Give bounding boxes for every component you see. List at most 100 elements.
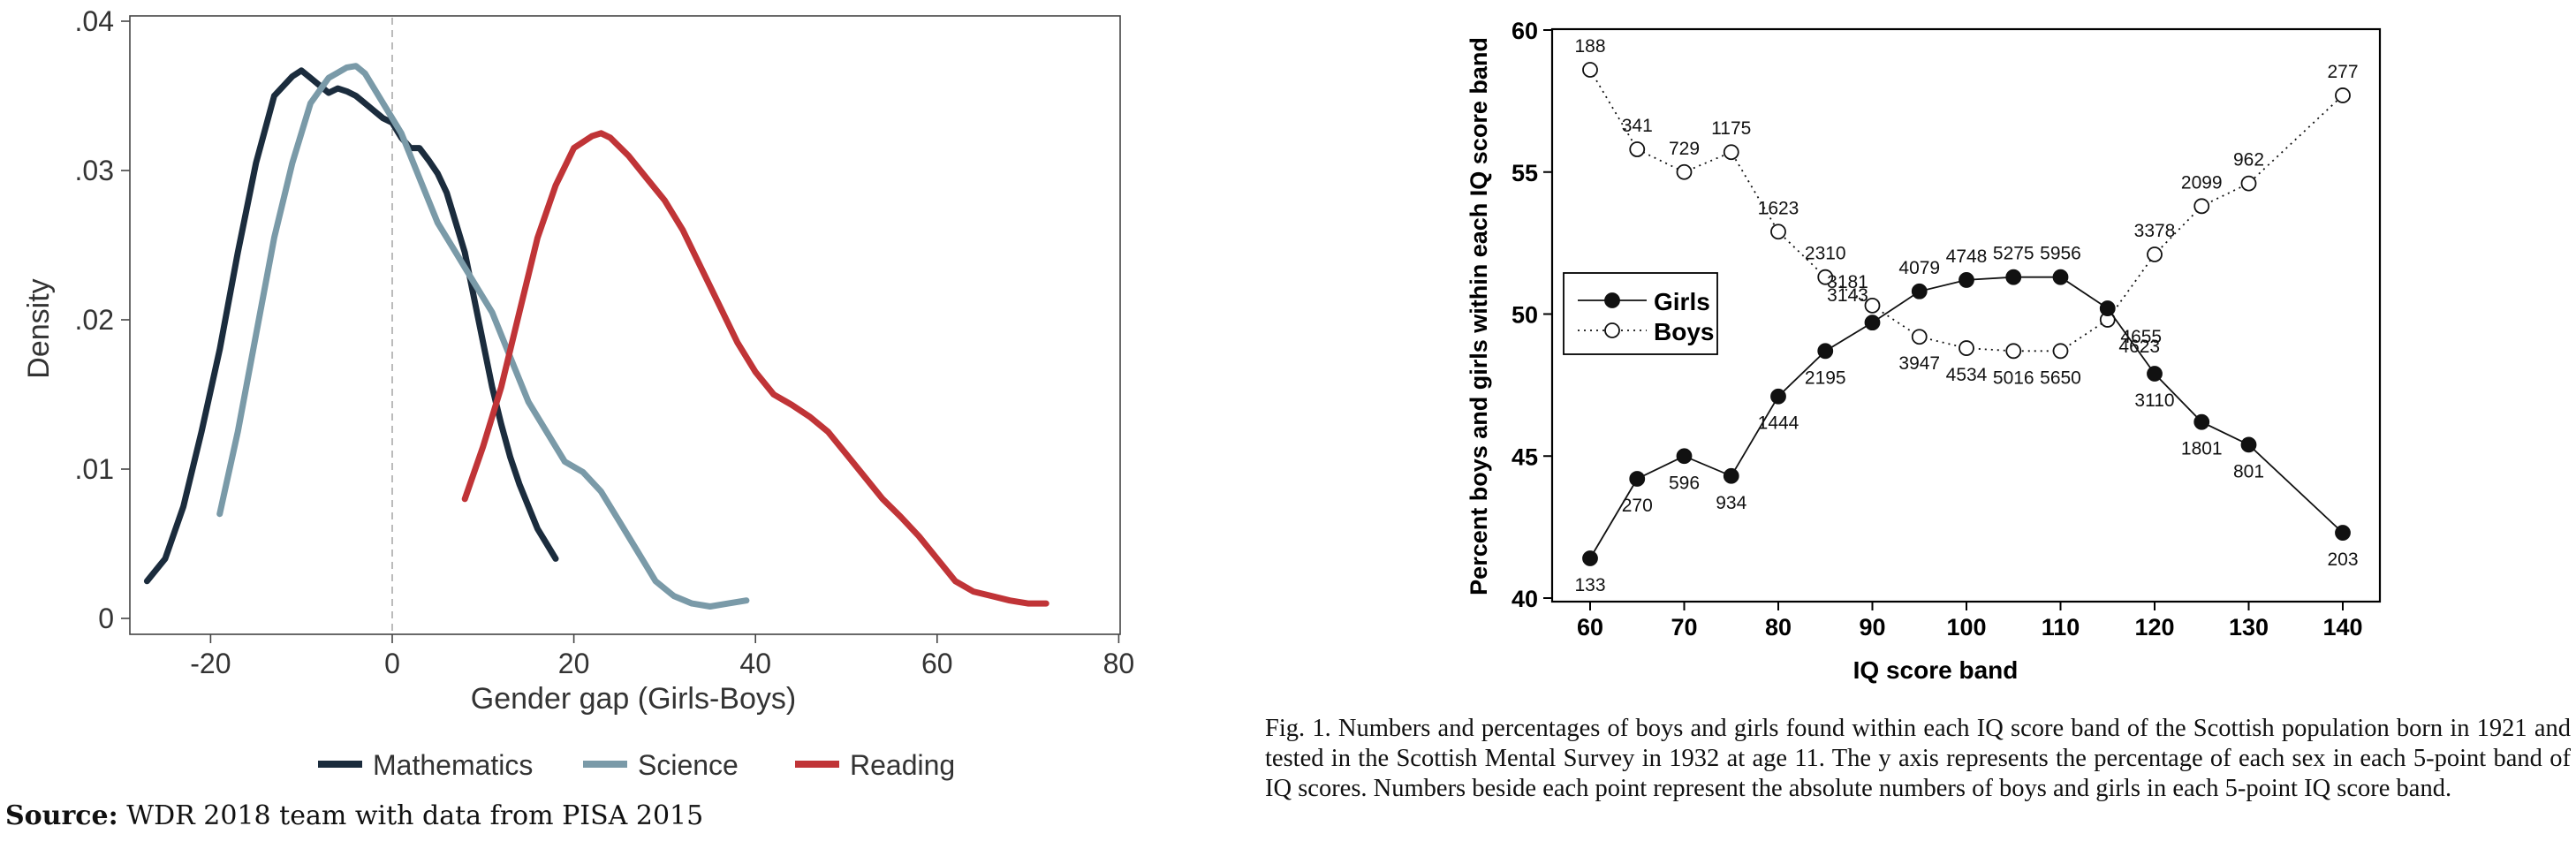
iq-point-boys [2005, 343, 2022, 360]
y-tick-label: 45 [1512, 443, 1538, 470]
iq-legend-box [1563, 272, 1718, 355]
iq-point-boys [1582, 62, 1598, 78]
iq-line-boys [1589, 69, 2344, 352]
iq-point-label: 1444 [1758, 413, 1799, 434]
iq-point-girls [2005, 269, 2022, 285]
iq-point-label: 3110 [2134, 390, 2174, 411]
legend-label: Science [638, 749, 739, 781]
legend-girls-marker [1604, 292, 1620, 308]
iq-point-girls [1582, 550, 1598, 566]
iq-point-girls [1959, 272, 1974, 288]
density-x-axis-label: Gender gap (Girls-Boys) [471, 682, 796, 716]
iq-point-label: 4534 [1946, 365, 1988, 385]
legend-boys-marker [1604, 322, 1620, 338]
iq-point-girls [2147, 366, 2163, 382]
iq-point-label: 4079 [1898, 258, 1940, 278]
iq-point-girls [1723, 467, 1739, 484]
iq-point-boys [1770, 224, 1786, 240]
iq-y-axis-label: Percent boys and girls within each IQ sc… [1466, 37, 1492, 595]
iq-point-girls [2193, 413, 2210, 430]
iq-point-label: 5275 [1993, 244, 2034, 264]
iq-point-label: 270 [1622, 496, 1653, 516]
source-prefix: Source: [5, 800, 118, 831]
iq-point-label: 729 [1669, 139, 1700, 159]
iq-point-label: 962 [2233, 150, 2264, 171]
iq-point-boys [1676, 163, 1693, 180]
iq-x-axis-label: IQ score band [1853, 656, 2019, 684]
x-tick-label: 80 [1103, 648, 1135, 679]
iq-point-girls [1676, 448, 1693, 465]
iq-point-label: 934 [1716, 493, 1746, 513]
iq-point-boys [1629, 141, 1646, 157]
x-tick-label: 100 [1946, 614, 1986, 640]
x-tick-label: 120 [2134, 614, 2174, 640]
iq-point-label: 2310 [1805, 244, 1846, 264]
iq-y-axis: 40 45 50 55 60 [1512, 18, 1552, 612]
iq-point-label: 5650 [2040, 368, 2081, 388]
iq-x-axis: 60 70 80 90 100 110 120 130 140 [1577, 602, 2363, 640]
density-chart: -20 0 20 40 60 80 0 .01 .02 .03 .04 Gender gap (G… [22, 5, 1134, 781]
iq-point-girls [1817, 343, 1834, 360]
legend-label: Reading [850, 749, 955, 781]
iq-point-label: 5016 [1993, 368, 2034, 388]
legend-label: Boys [1654, 318, 1714, 345]
iq-point-label: 341 [1622, 116, 1653, 136]
iq-point-label: 3181 [1827, 272, 1868, 292]
iq-point-boys [2193, 198, 2210, 215]
x-tick-label: 80 [1765, 614, 1792, 640]
iq-point-girls [2335, 525, 2351, 541]
iq-point-girls [1770, 388, 1786, 405]
source-note: Source: WDR 2018 team with data from PIS… [5, 800, 765, 831]
iq-legend: Girls Boys [1563, 272, 1718, 355]
iq-point-girls [1864, 315, 1881, 331]
iq-point-label: 4748 [1946, 246, 1988, 267]
x-tick-label: 40 [739, 648, 771, 679]
x-tick-label: 20 [558, 648, 590, 679]
iq-point-girls [2240, 436, 2257, 453]
iq-point-label: 3143 [1827, 285, 1868, 306]
x-tick-label: 90 [1859, 614, 1885, 640]
iq-point-girls [1629, 471, 1646, 487]
iq-point-girls [2052, 269, 2069, 285]
iq-point-label: 133 [1574, 575, 1605, 595]
iq-point-label: 3378 [2134, 221, 2176, 241]
iq-point-label: 4655 [2120, 327, 2162, 347]
iq-point-label: 2195 [1805, 368, 1846, 388]
y-tick-label: 50 [1512, 302, 1538, 329]
iq-line-girls [1589, 276, 2344, 559]
iq-point-label: 1175 [1711, 118, 1751, 139]
iq-point-boys [1817, 269, 1834, 285]
iq-point-girls [2099, 300, 2116, 316]
x-tick-label: -20 [190, 648, 231, 679]
y-tick-label: 40 [1512, 586, 1538, 612]
density-line-reading [461, 130, 1049, 607]
y-tick-label: .01 [75, 453, 114, 485]
x-tick-label: 0 [384, 648, 400, 679]
iq-point-boys [2240, 175, 2257, 192]
y-tick-label: .04 [75, 5, 114, 37]
iq-point-boys [1723, 144, 1739, 161]
iq-point-label: 1801 [2181, 439, 2223, 459]
iq-point-label: 1623 [1758, 198, 1799, 218]
y-tick-label: 55 [1512, 160, 1538, 186]
iq-point-label: 3947 [1898, 353, 1940, 374]
iq-point-label: 2099 [2181, 172, 2223, 193]
y-tick-label: .03 [75, 155, 114, 186]
iq-point-label: 277 [2327, 62, 2358, 82]
source-text: WDR 2018 team with data from PISA 2015 [117, 800, 704, 831]
density-x-axis: -20 0 20 40 60 80 [190, 634, 1134, 679]
legend-label: Girls [1654, 288, 1710, 315]
iq-point-boys [2335, 87, 2351, 103]
iq-point-boys [1911, 329, 1928, 345]
density-plot-frame [129, 15, 1121, 635]
iq-point-boys [1959, 340, 1974, 356]
iq-point-label: 5956 [2040, 244, 2081, 264]
y-tick-label: .02 [75, 304, 114, 336]
iq-series: 188 341 729 1175 1623 2310 3181 3947 4534 5016 565… [1574, 36, 2358, 595]
x-tick-label: 140 [2322, 614, 2362, 640]
x-tick-label: 70 [1671, 614, 1697, 640]
density-y-axis: 0 .01 .02 .03 .04 [75, 5, 130, 634]
x-tick-label: 60 [921, 648, 953, 679]
figure-caption: Fig. 1. Numbers and percentages of boys … [1265, 715, 2571, 802]
density-y-axis-label: Density [22, 278, 56, 378]
